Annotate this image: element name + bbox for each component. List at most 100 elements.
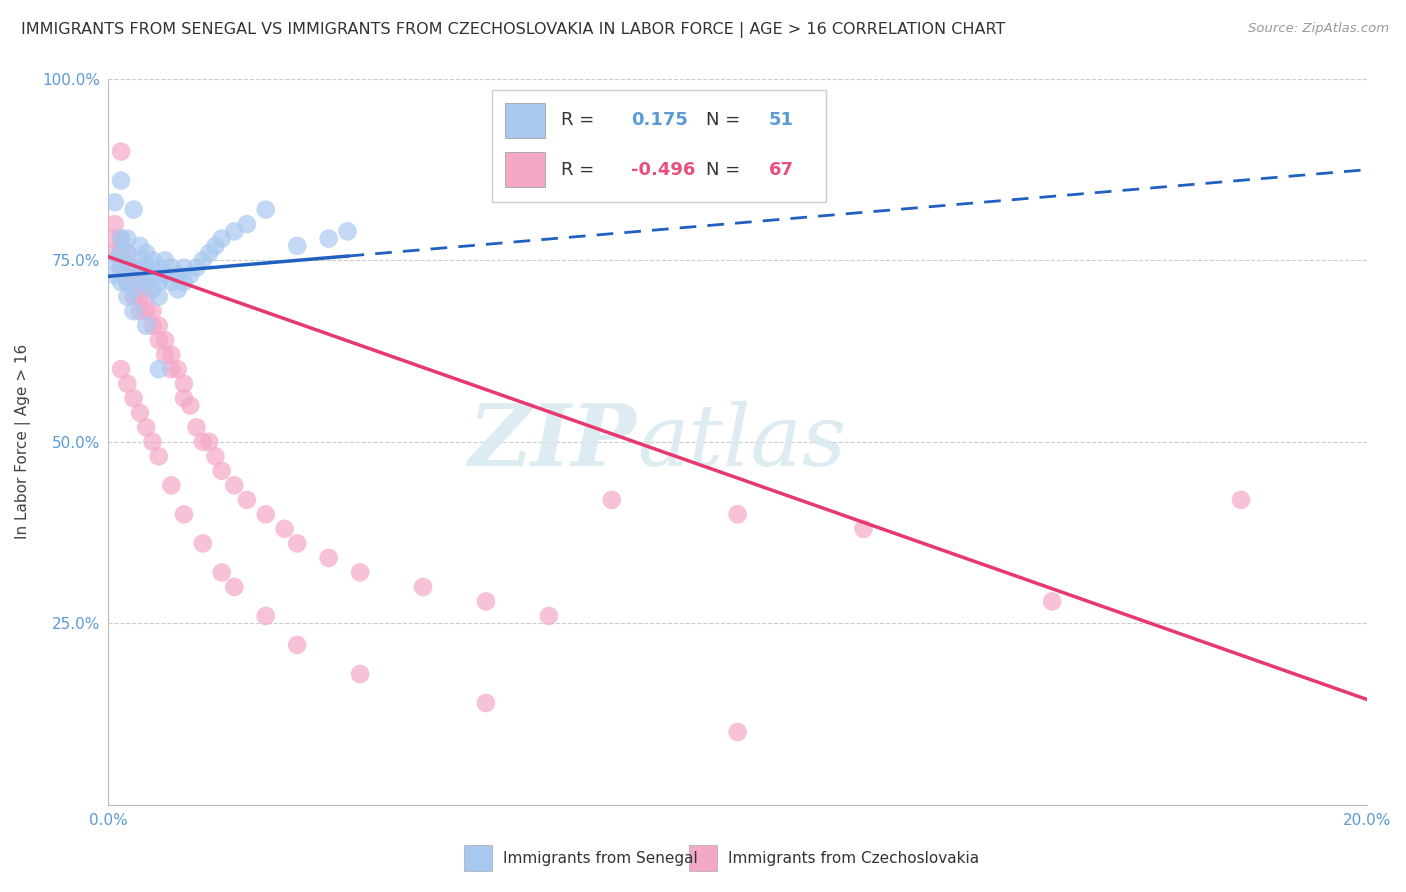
Point [153,348,176,362]
Text: Immigrants from Senegal: Immigrants from Senegal [503,851,699,865]
Point [117,260,139,275]
Point [104,195,127,210]
Point [1230,492,1253,507]
Point [285,536,308,550]
Point [141,318,163,333]
Point [198,434,221,449]
Point [191,434,214,449]
Point [349,667,371,681]
Point [191,253,214,268]
Point [166,282,188,296]
Point [211,232,233,246]
Point [166,362,188,376]
Point [117,275,139,289]
Point [122,202,145,217]
Point [198,246,221,260]
Point [104,246,127,260]
Point [318,550,340,565]
Point [122,275,145,289]
Point [148,260,170,275]
FancyBboxPatch shape [492,90,825,202]
Point [1040,594,1063,608]
Point [273,522,295,536]
Point [141,268,163,282]
Point [173,391,195,405]
Point [122,260,145,275]
Point [141,282,163,296]
Point [148,290,170,304]
Point [236,217,259,231]
Point [153,333,176,347]
Point [122,391,145,405]
Text: 51: 51 [769,112,794,129]
Text: N =: N = [706,161,747,178]
Point [148,333,170,347]
Point [135,260,157,275]
Point [285,239,308,253]
Point [173,275,195,289]
Point [104,232,127,246]
Point [336,224,359,238]
Point [110,260,132,275]
Text: R =: R = [561,161,600,178]
Point [117,246,139,260]
Text: 0.175: 0.175 [631,112,688,129]
Point [135,275,157,289]
Point [110,362,132,376]
Point [122,282,145,296]
Point [135,420,157,434]
Point [104,268,127,282]
Point [160,478,183,492]
Point [153,253,176,268]
Point [117,290,139,304]
Point [110,232,132,246]
Text: R =: R = [561,112,600,129]
Point [129,268,152,282]
Bar [689,845,717,871]
Point [148,275,170,289]
Point [160,348,183,362]
Point [110,275,132,289]
Point [110,232,132,246]
Point [110,246,132,260]
Point [204,239,226,253]
Point [211,464,233,478]
Point [475,594,498,608]
Point [727,508,749,522]
Point [191,536,214,550]
Point [148,318,170,333]
Point [122,260,145,275]
Text: IMMIGRANTS FROM SENEGAL VS IMMIGRANTS FROM CZECHOSLOVAKIA IN LABOR FORCE | AGE >: IMMIGRANTS FROM SENEGAL VS IMMIGRANTS FR… [21,22,1005,38]
Point [129,275,152,289]
Point [186,420,208,434]
Point [117,246,139,260]
Point [852,522,875,536]
Point [135,246,157,260]
Point [600,492,623,507]
Point [236,492,259,507]
Point [135,304,157,318]
Point [110,173,132,187]
Point [475,696,498,710]
Text: N =: N = [706,112,747,129]
Point [160,260,183,275]
Point [254,609,277,624]
Point [148,362,170,376]
Point [254,202,277,217]
Text: atlas: atlas [637,401,846,483]
Point [104,217,127,231]
Point [117,232,139,246]
Point [135,290,157,304]
Point [129,304,152,318]
Text: -0.496: -0.496 [631,161,695,178]
Point [122,290,145,304]
Point [160,362,183,376]
Point [141,253,163,268]
Point [117,260,139,275]
Point [129,239,152,253]
Point [110,145,132,159]
Point [211,566,233,580]
Point [129,253,152,268]
Point [224,580,246,594]
Point [141,304,163,318]
